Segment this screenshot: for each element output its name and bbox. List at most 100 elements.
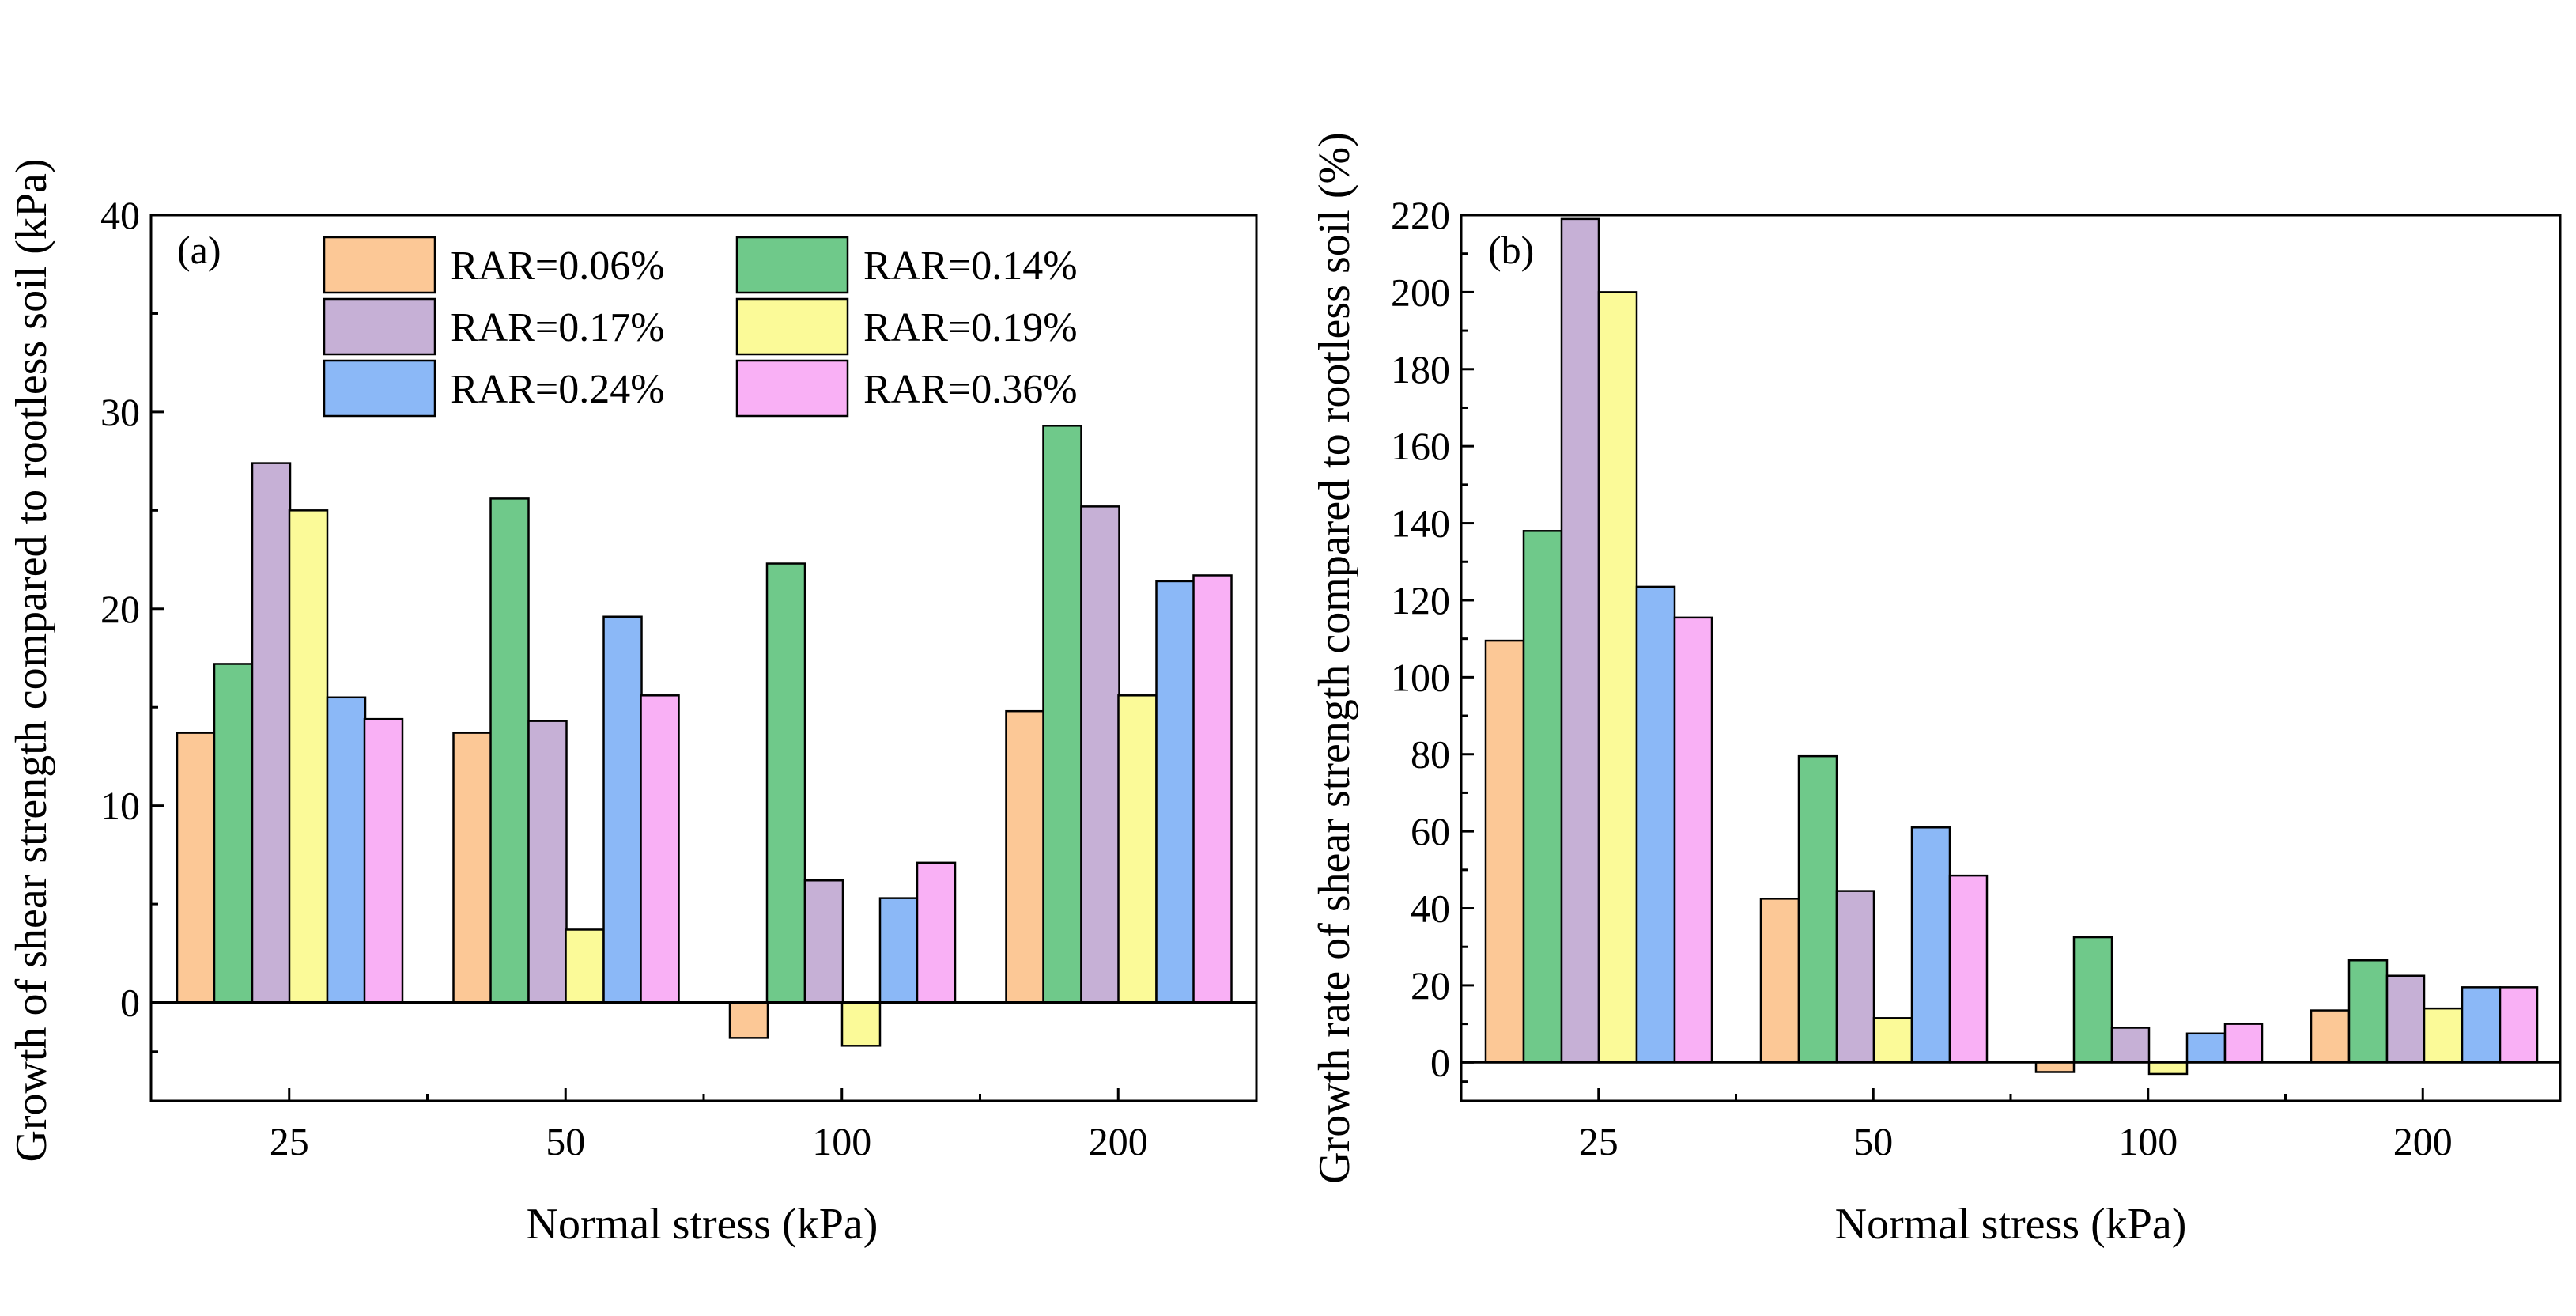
legend-label: RAR=0.19% bbox=[863, 305, 1078, 350]
x-tick-label: 100 bbox=[2118, 1119, 2178, 1163]
bar-019-100 bbox=[2147, 1061, 2189, 1076]
y-tick-label: 60 bbox=[1411, 809, 1450, 853]
y-tick-label: 120 bbox=[1391, 578, 1450, 622]
bar-006-25 bbox=[1484, 639, 1525, 1064]
legend-label: RAR=0.06% bbox=[451, 244, 665, 289]
bar-036-50 bbox=[1948, 874, 1989, 1064]
y-tick-label: 220 bbox=[1391, 193, 1450, 237]
bar-024-100 bbox=[2185, 1032, 2227, 1064]
bar-006-25 bbox=[176, 732, 217, 1004]
chart-a-bars bbox=[176, 425, 1233, 1047]
bar-024-100 bbox=[878, 897, 920, 1004]
legend-label: RAR=0.24% bbox=[451, 367, 665, 412]
legend-swatch bbox=[735, 359, 849, 418]
chart-panel-b: 0 20 40 60 80 100 120 140 160 180 200 220 25 50 100 20… bbox=[1310, 132, 2562, 1249]
y-tick-label: 20 bbox=[100, 587, 140, 631]
legend-label: RAR=0.17% bbox=[451, 305, 665, 350]
bar-006-100 bbox=[728, 1001, 769, 1039]
bar-006-50 bbox=[452, 732, 493, 1004]
bar-017-100 bbox=[2110, 1027, 2151, 1064]
bar-014-200 bbox=[2347, 959, 2389, 1064]
bar-036-25 bbox=[363, 717, 404, 1004]
bar-014-200 bbox=[1042, 425, 1082, 1004]
x-tick-label: 50 bbox=[546, 1119, 585, 1163]
bar-036-25 bbox=[1673, 616, 1713, 1064]
bar-014-50 bbox=[489, 497, 530, 1004]
bar-017-200 bbox=[2385, 974, 2426, 1064]
x-tick-label: 50 bbox=[1853, 1119, 1893, 1163]
chart-b-bars bbox=[1484, 217, 2539, 1076]
bar-024-50 bbox=[1910, 826, 1951, 1064]
chart-a-y-ticks: 0 10 20 30 40 bbox=[100, 193, 164, 1053]
y-tick-label: 180 bbox=[1391, 347, 1450, 391]
bar-019-25 bbox=[1597, 291, 1638, 1064]
bar-017-25 bbox=[1560, 217, 1600, 1064]
bar-006-50 bbox=[1759, 898, 1800, 1064]
chart-a-panel-label: (a) bbox=[177, 228, 221, 272]
chart-a-x-ticks: 25 50 100 200 bbox=[270, 1088, 1148, 1163]
y-tick-label: 0 bbox=[120, 981, 140, 1025]
x-tick-label: 25 bbox=[1579, 1119, 1618, 1163]
x-tick-label: 200 bbox=[1089, 1119, 1148, 1163]
bar-036-200 bbox=[1192, 574, 1233, 1004]
legend-swatch bbox=[735, 297, 849, 356]
bar-017-50 bbox=[527, 720, 568, 1004]
bar-014-100 bbox=[2072, 936, 2113, 1064]
chart-a-x-axis-title: Normal stress (kPa) bbox=[527, 1200, 878, 1249]
bar-019-200 bbox=[1117, 694, 1158, 1004]
legend-label: RAR=0.36% bbox=[863, 367, 1078, 412]
bar-024-50 bbox=[602, 615, 643, 1004]
bar-019-100 bbox=[840, 1001, 882, 1047]
bar-017-200 bbox=[1080, 505, 1120, 1004]
bar-036-100 bbox=[916, 861, 957, 1004]
bar-017-50 bbox=[1835, 890, 1875, 1064]
bar-014-25 bbox=[1522, 530, 1563, 1064]
chart-b-panel-label: (b) bbox=[1488, 228, 1534, 272]
bar-014-50 bbox=[1797, 754, 1838, 1064]
bar-019-50 bbox=[1872, 1017, 1913, 1064]
y-tick-label: 200 bbox=[1391, 270, 1450, 314]
y-tick-label: 160 bbox=[1391, 424, 1450, 468]
y-tick-label: 20 bbox=[1411, 963, 1450, 1008]
bar-036-100 bbox=[2223, 1023, 2264, 1064]
y-tick-label: 100 bbox=[1391, 655, 1450, 699]
y-tick-label: 10 bbox=[100, 784, 140, 828]
bar-019-25 bbox=[288, 509, 329, 1004]
bar-017-25 bbox=[251, 462, 292, 1004]
chart-a-y-axis-title: Growth of shear strength compared to roo… bbox=[7, 158, 56, 1162]
x-tick-label: 25 bbox=[270, 1119, 309, 1163]
y-tick-label: 0 bbox=[1430, 1040, 1450, 1084]
chart-panel-a: 0 10 20 30 40 25 50 100 200 (a) Normal stress (… bbox=[7, 158, 1258, 1249]
bar-036-200 bbox=[2499, 986, 2539, 1064]
bar-019-50 bbox=[565, 928, 605, 1004]
y-tick-label: 40 bbox=[100, 193, 140, 237]
legend: RAR=0.06% RAR=0.14% RAR=0.17% RAR=0.19% RAR=… bbox=[323, 236, 1078, 418]
bar-006-200 bbox=[1005, 709, 1045, 1004]
legend-swatch bbox=[735, 236, 849, 294]
chart-b-x-ticks: 25 50 100 200 bbox=[1579, 1088, 2453, 1163]
bar-024-25 bbox=[326, 696, 367, 1004]
bar-006-200 bbox=[2310, 1009, 2351, 1064]
y-tick-label: 140 bbox=[1391, 501, 1450, 546]
legend-swatch bbox=[323, 359, 436, 418]
legend-swatch bbox=[323, 297, 436, 356]
chart-b-y-ticks: 0 20 40 60 80 100 120 140 160 180 200 220 bbox=[1391, 193, 1474, 1084]
bar-014-25 bbox=[213, 663, 254, 1004]
chart-b-y-axis-title: Growth rate of shear strength compared t… bbox=[1310, 132, 1359, 1184]
bar-024-200 bbox=[2461, 986, 2502, 1064]
y-tick-label: 30 bbox=[100, 390, 140, 434]
y-tick-label: 80 bbox=[1411, 732, 1450, 777]
chart-b-x-axis-title: Normal stress (kPa) bbox=[1835, 1200, 2187, 1249]
bar-019-200 bbox=[2423, 1007, 2464, 1064]
bar-017-100 bbox=[803, 879, 844, 1004]
legend-label: RAR=0.14% bbox=[863, 244, 1078, 289]
bar-036-50 bbox=[640, 694, 680, 1004]
y-tick-label: 40 bbox=[1411, 887, 1450, 931]
bar-024-200 bbox=[1155, 580, 1195, 1004]
bar-014-100 bbox=[765, 562, 806, 1004]
bar-024-25 bbox=[1635, 585, 1676, 1064]
x-tick-label: 200 bbox=[2393, 1119, 2453, 1163]
x-tick-label: 100 bbox=[812, 1119, 871, 1163]
legend-swatch bbox=[323, 236, 436, 294]
